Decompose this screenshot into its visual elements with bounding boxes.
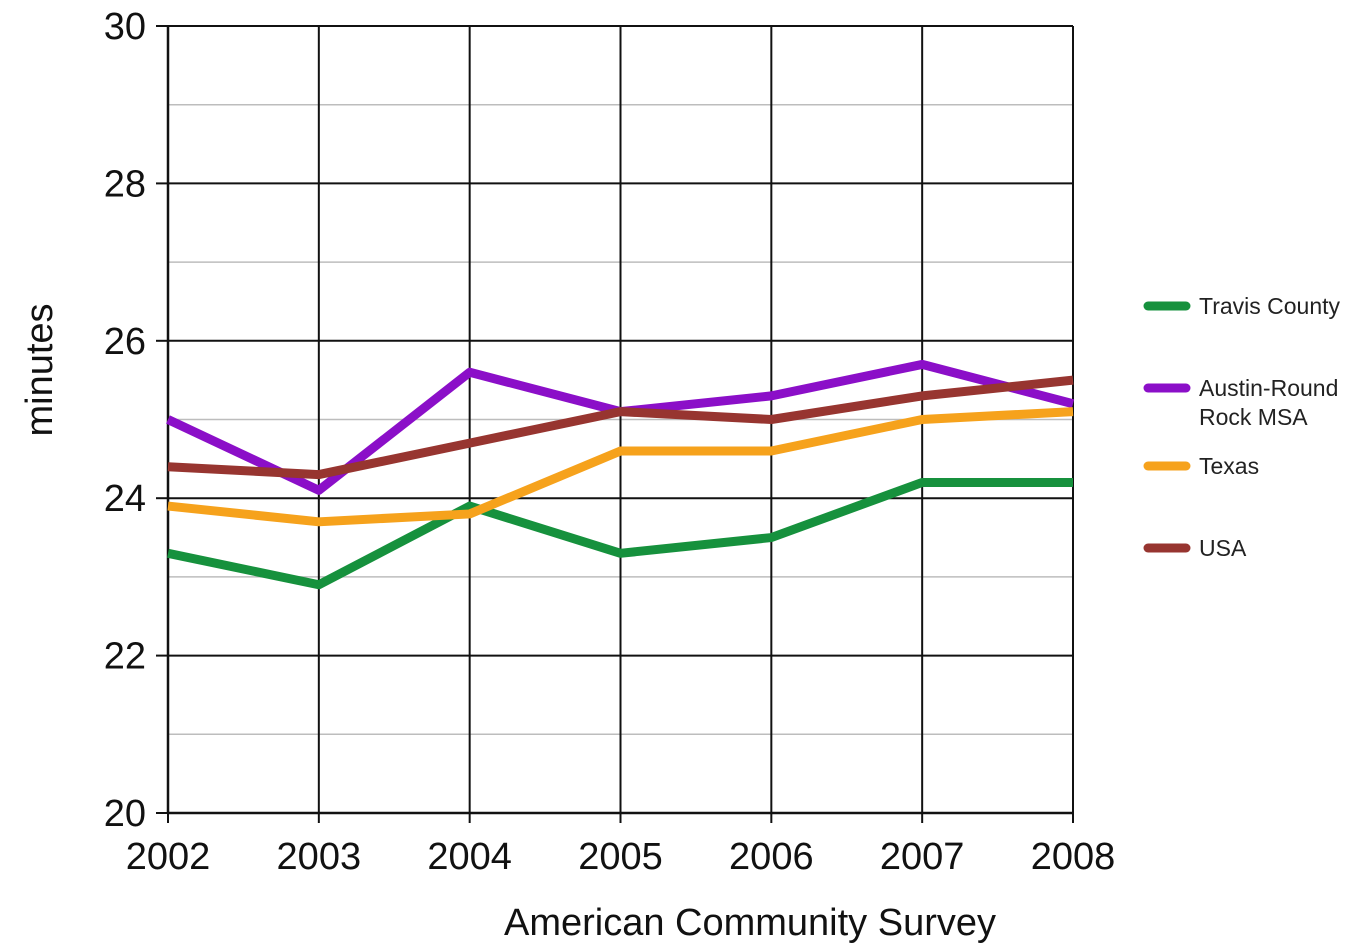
tick-labels: 20 22 24 26 28 30 2002 2003 2004 2005 2006 2007 2008 xyxy=(104,6,1116,878)
legend-label: Texas xyxy=(1199,453,1259,479)
y-tick-label: 24 xyxy=(104,478,146,520)
y-tick-label: 28 xyxy=(104,163,146,205)
series-line-travis-county xyxy=(167,477,1073,590)
y-axis-title: minutes xyxy=(19,303,61,436)
series-line-texas xyxy=(167,407,1074,527)
legend-item-travis-county: Travis County xyxy=(1143,293,1341,319)
y-tick-label: 26 xyxy=(104,321,146,363)
legend-item-austin-round-rock-msa: Austin-Round Rock MSA xyxy=(1143,375,1338,430)
chart-series xyxy=(166,359,1075,590)
y-tick-label: 30 xyxy=(104,6,146,48)
chart-axes xyxy=(156,25,1074,823)
y-tick-label: 22 xyxy=(104,636,146,678)
legend-item-texas: Texas xyxy=(1143,453,1259,479)
legend-label: Rock MSA xyxy=(1199,404,1308,430)
x-tick-label: 2007 xyxy=(880,836,965,878)
series-line-usa xyxy=(167,375,1074,480)
legend-label: Austin-Round xyxy=(1199,375,1338,401)
x-tick-label: 2006 xyxy=(729,836,814,878)
x-tick-label: 2003 xyxy=(277,836,362,878)
x-tick-label: 2008 xyxy=(1031,836,1116,878)
x-tick-label: 2005 xyxy=(578,836,663,878)
legend-label: USA xyxy=(1199,535,1247,561)
y-tick-label: 20 xyxy=(104,793,146,835)
chart-legend: Travis County Austin-Round Rock MSA Texas US… xyxy=(1143,293,1341,561)
x-tick-label: 2004 xyxy=(427,836,512,878)
legend-label: Travis County xyxy=(1199,293,1341,319)
x-tick-label: 2002 xyxy=(126,836,211,878)
legend-item-usa: USA xyxy=(1143,535,1247,561)
x-axis-title: American Community Survey xyxy=(504,902,996,943)
